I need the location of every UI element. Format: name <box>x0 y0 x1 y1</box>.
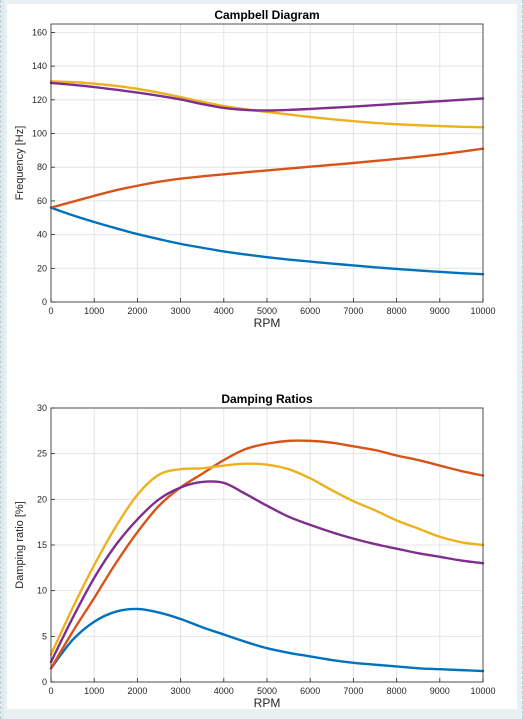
x-tick-label: 10000 <box>470 686 495 696</box>
y-tick-label: 40 <box>37 230 47 240</box>
y-tick-label: 20 <box>37 494 47 504</box>
y-tick-label: 60 <box>37 196 47 206</box>
y-tick-label: 5 <box>42 631 47 641</box>
series-line-4 <box>49 81 485 112</box>
x-tick-label: 4000 <box>214 306 234 316</box>
y-tick-label: 160 <box>32 27 47 37</box>
x-tick-label: 8000 <box>387 686 407 696</box>
x-tick-label: 10000 <box>470 306 495 316</box>
x-tick-label: 1000 <box>84 686 104 696</box>
series-line-4 <box>49 480 485 664</box>
y-tick-label: 20 <box>37 263 47 273</box>
x-tick-label: 4000 <box>214 686 234 696</box>
x-axis-label: RPM <box>254 696 281 709</box>
x-tick-label: 6000 <box>300 306 320 316</box>
figure-panel: 0 1000 2000 3000 4000 5000 6000 7000 8000 9000 100… <box>7 4 517 709</box>
y-tick-label: 120 <box>32 95 47 105</box>
x-tick-label: 7000 <box>343 306 363 316</box>
x-tick-label: 7000 <box>343 686 363 696</box>
x-tick-label: 3000 <box>171 686 191 696</box>
x-tick-label: 2000 <box>127 306 147 316</box>
y-tick-label: 10 <box>37 586 47 596</box>
x-tick-label: 0 <box>48 686 53 696</box>
x-tick-label: 3000 <box>171 306 191 316</box>
damping-ratios-chart: 0 1000 2000 3000 4000 5000 6000 7000 8000 9000 100… <box>14 392 496 709</box>
series-line-2 <box>49 147 485 209</box>
y-tick-label: 0 <box>42 677 47 687</box>
series-line-1 <box>49 206 485 276</box>
x-tick-label: 8000 <box>387 306 407 316</box>
y-axis-label: Frequency [Hz] <box>14 126 26 201</box>
y-tick-label: 140 <box>32 61 47 71</box>
series-line-2 <box>49 439 485 670</box>
y-axis-label: Damping ratio [%] <box>14 501 26 588</box>
x-tick-label: 6000 <box>300 686 320 696</box>
x-tick-label: 9000 <box>430 306 450 316</box>
x-axis-label: RPM <box>254 316 281 330</box>
series-line-3 <box>49 462 485 656</box>
y-tick-label: 0 <box>42 297 47 307</box>
series-line-3 <box>49 80 485 129</box>
x-tick-label: 5000 <box>257 306 277 316</box>
x-tick-label: 1000 <box>84 306 104 316</box>
y-tick-label: 30 <box>37 403 47 413</box>
y-tick-label: 80 <box>37 162 47 172</box>
y-tick-label: 100 <box>32 129 47 139</box>
y-tick-label: 25 <box>37 449 47 459</box>
campbell-diagram-chart: 0 1000 2000 3000 4000 5000 6000 7000 8000 9000 100… <box>14 8 496 330</box>
chart-title: Damping Ratios <box>221 392 313 406</box>
y-tick-label: 15 <box>37 540 47 550</box>
chart-title: Campbell Diagram <box>214 8 319 22</box>
series-line-1 <box>49 607 485 673</box>
x-tick-label: 2000 <box>127 686 147 696</box>
x-tick-label: 5000 <box>257 686 277 696</box>
x-tick-label: 9000 <box>430 686 450 696</box>
x-tick-label: 0 <box>48 306 53 316</box>
